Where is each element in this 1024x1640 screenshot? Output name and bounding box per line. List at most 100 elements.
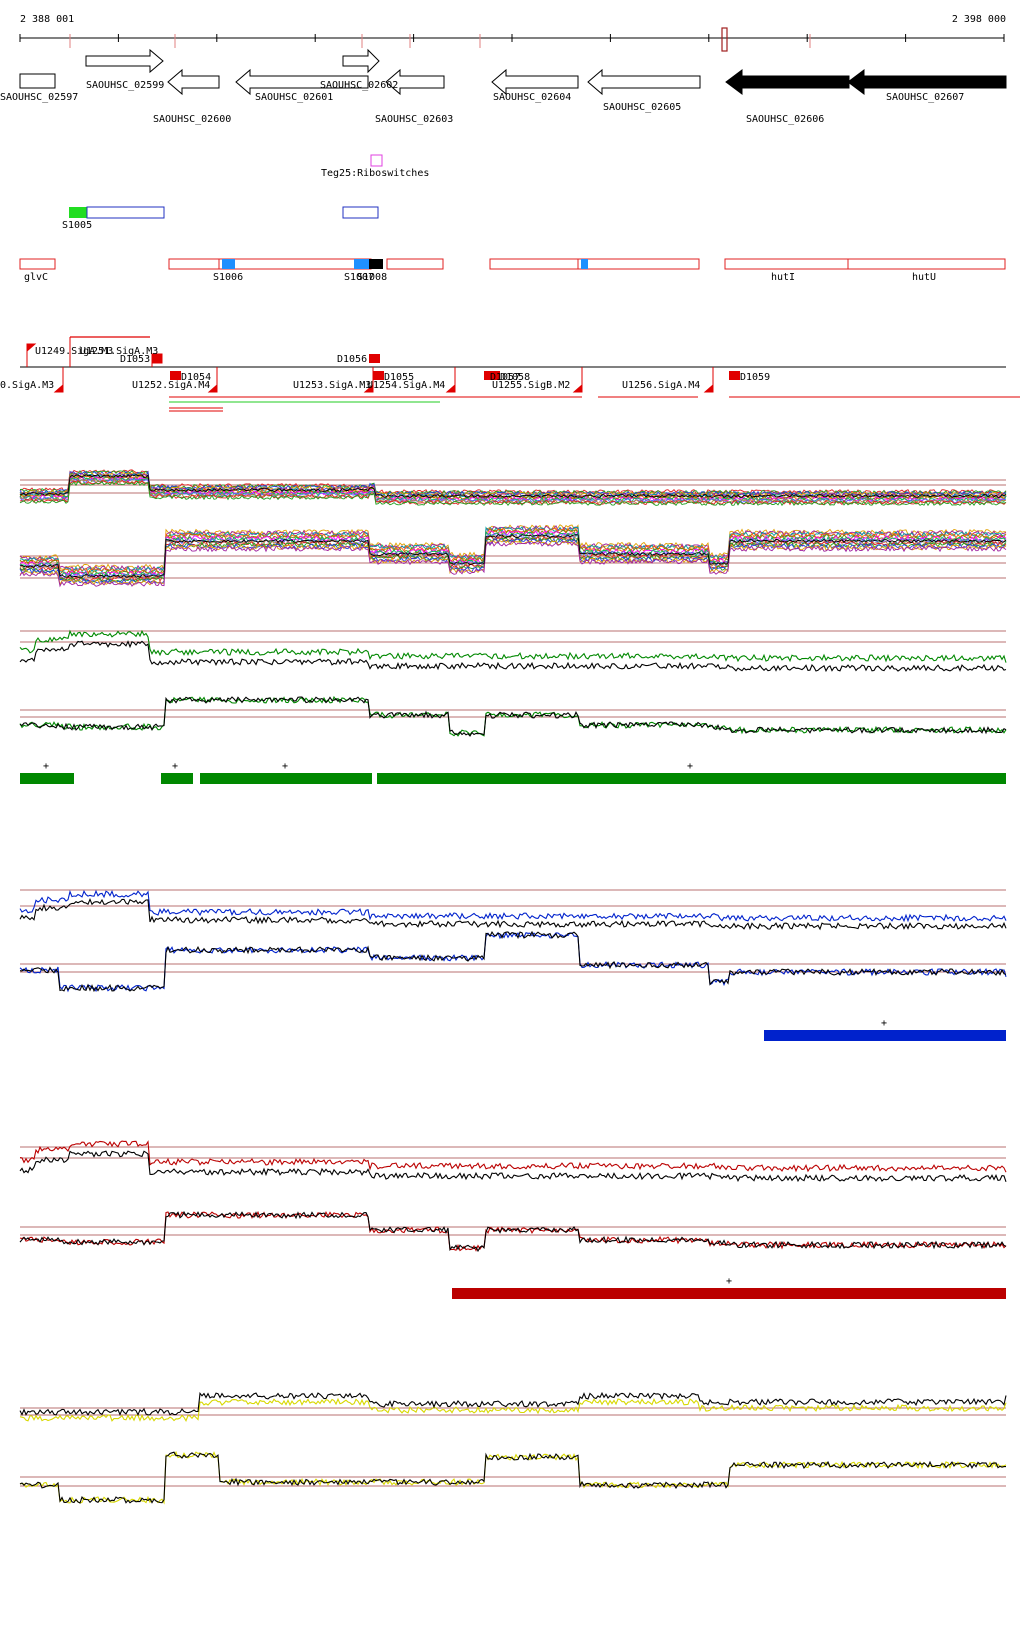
gene-arrow-02605[interactable] xyxy=(587,68,701,96)
condition-line xyxy=(19,1140,1007,1173)
green-segment[interactable] xyxy=(377,773,1006,784)
gene-arrow-02604[interactable] xyxy=(491,68,579,96)
gene-label-02599: SAOUHSC_02599 xyxy=(86,80,164,91)
segment-s1006[interactable] xyxy=(222,259,235,269)
operon-huti[interactable] xyxy=(724,258,849,270)
tss-flag[interactable] xyxy=(703,367,714,393)
green-segment[interactable] xyxy=(161,773,193,784)
gene-arrow-02599[interactable] xyxy=(85,48,164,74)
condition-line xyxy=(19,930,1007,993)
blue-segment-track: + xyxy=(764,1018,1006,1041)
tss-label: D1056 xyxy=(337,354,367,365)
srna-track: S1005 xyxy=(62,206,379,231)
red-condition-track-upper xyxy=(19,1140,1007,1183)
condition-line xyxy=(19,1150,1007,1183)
gene-arrow-02606[interactable] xyxy=(725,69,850,95)
blue-segment[interactable] xyxy=(764,1030,1006,1041)
tss-label: 0.SigA.M3 xyxy=(0,380,54,391)
tss-box-d1055[interactable] xyxy=(373,371,384,380)
condition-line xyxy=(19,696,1007,737)
tss-flag[interactable] xyxy=(363,367,374,393)
green-condition-track-upper xyxy=(19,629,1007,673)
tss-box-d1054[interactable] xyxy=(170,371,181,380)
tss-flag[interactable] xyxy=(572,367,583,393)
operon-hutu[interactable] xyxy=(847,258,1006,270)
gene-arrow-02603[interactable] xyxy=(385,68,445,96)
srna-block-blue[interactable] xyxy=(86,206,165,219)
tss-label: D1058 xyxy=(500,372,530,383)
ruler-ticks xyxy=(19,34,1005,48)
gene-label-02607: SAOUHSC_02607 xyxy=(886,92,964,103)
plus-marker: + xyxy=(881,1018,887,1029)
red-segment[interactable] xyxy=(452,1288,1006,1299)
operon-label-huti: hutI xyxy=(771,272,795,283)
gene-arrow-02607[interactable] xyxy=(847,69,1007,95)
tss-flag[interactable] xyxy=(445,367,456,393)
condition-line xyxy=(19,889,1007,923)
srna-block-s1005[interactable] xyxy=(69,207,87,218)
tss-box-d1059[interactable] xyxy=(729,371,740,380)
expression-line xyxy=(19,533,1007,578)
condition-line xyxy=(19,629,1007,663)
green-segment[interactable] xyxy=(200,773,372,784)
expression-line xyxy=(19,480,1007,507)
current-position-marker[interactable] xyxy=(721,27,728,52)
expression-line xyxy=(19,535,1007,582)
expression-multi-track-top xyxy=(19,469,1007,507)
segment-s1008[interactable] xyxy=(369,259,383,269)
gene-label-02602: SAOUHSC_02602 xyxy=(320,80,398,91)
gene-block-02597[interactable] xyxy=(19,73,56,89)
operon-block[interactable] xyxy=(577,258,700,270)
operon-block[interactable] xyxy=(218,258,372,270)
gene-label-02603: SAOUHSC_02603 xyxy=(375,114,453,125)
tss-flag[interactable] xyxy=(207,367,218,393)
tss-label: U1249.SigA.M3 xyxy=(35,346,113,357)
srna-block-blue-2[interactable] xyxy=(342,206,379,219)
segment-label-s1008: S1008 xyxy=(357,272,387,283)
plus-marker: + xyxy=(726,1276,732,1287)
operon-block[interactable] xyxy=(386,258,444,270)
tss-flag[interactable] xyxy=(26,343,37,367)
tss-label: U1253.SigA.M3 xyxy=(293,380,371,391)
yellow-condition-track-upper xyxy=(19,1391,1007,1422)
coordinate-ruler: 2 388 001 2 398 000 xyxy=(19,14,1006,52)
tss-label: D1053 xyxy=(120,354,150,365)
plus-marker: + xyxy=(282,761,288,772)
gene-arrow-02601[interactable] xyxy=(235,68,369,96)
expression-line xyxy=(19,540,1007,588)
segment-s1007[interactable] xyxy=(354,259,369,269)
yellow-condition-track-lower xyxy=(19,1450,1007,1505)
ruler-start-label: 2 388 001 xyxy=(20,14,74,25)
green-condition-track-lower xyxy=(19,695,1007,737)
condition-line xyxy=(19,640,1007,673)
green-segment[interactable] xyxy=(20,773,74,784)
condition-line xyxy=(19,1210,1007,1252)
gene-label-02597: SAOUHSC_02597 xyxy=(0,92,78,103)
operon-block[interactable] xyxy=(489,258,579,270)
expression-multi-track-bottom xyxy=(19,524,1007,588)
operon-glvc[interactable] xyxy=(19,258,56,270)
tss-box-d1057[interactable] xyxy=(484,371,500,380)
tss-flag[interactable] xyxy=(53,367,64,393)
plus-marker: + xyxy=(687,761,693,772)
expression-line xyxy=(19,530,1007,577)
tss-box-d1053[interactable] xyxy=(151,353,163,367)
riboswitch-marker[interactable] xyxy=(370,154,383,167)
tss-label: U1252.SigA.M4 xyxy=(132,380,210,391)
gene-label-02601: SAOUHSC_02601 xyxy=(255,92,333,103)
green-segment-track: + + + + xyxy=(20,761,1006,784)
condition-line xyxy=(19,1397,1007,1422)
tss-label: U1251.SigA.M3 xyxy=(80,346,158,357)
tss-track: U1249.SigA.M3 U1251.SigA.M3 D1053 D1056 … xyxy=(0,336,1020,412)
condition-line xyxy=(19,897,1007,931)
gene-arrow-02602[interactable] xyxy=(342,48,380,74)
operon-block[interactable] xyxy=(168,258,220,270)
tss-box-d1056[interactable] xyxy=(369,354,380,363)
condition-line xyxy=(19,931,1007,993)
segment-blue[interactable] xyxy=(581,259,588,269)
gene-label-02600: SAOUHSC_02600 xyxy=(153,114,231,125)
gene-arrow-02600[interactable] xyxy=(167,68,220,96)
blue-condition-track-lower xyxy=(19,930,1007,993)
plus-marker: + xyxy=(43,761,49,772)
